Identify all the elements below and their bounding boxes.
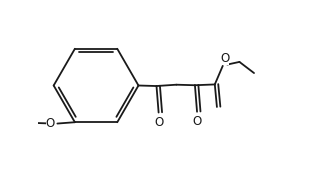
Text: O: O (154, 116, 163, 129)
Text: O: O (220, 52, 230, 65)
Text: O: O (46, 117, 55, 130)
Text: O: O (193, 115, 202, 128)
